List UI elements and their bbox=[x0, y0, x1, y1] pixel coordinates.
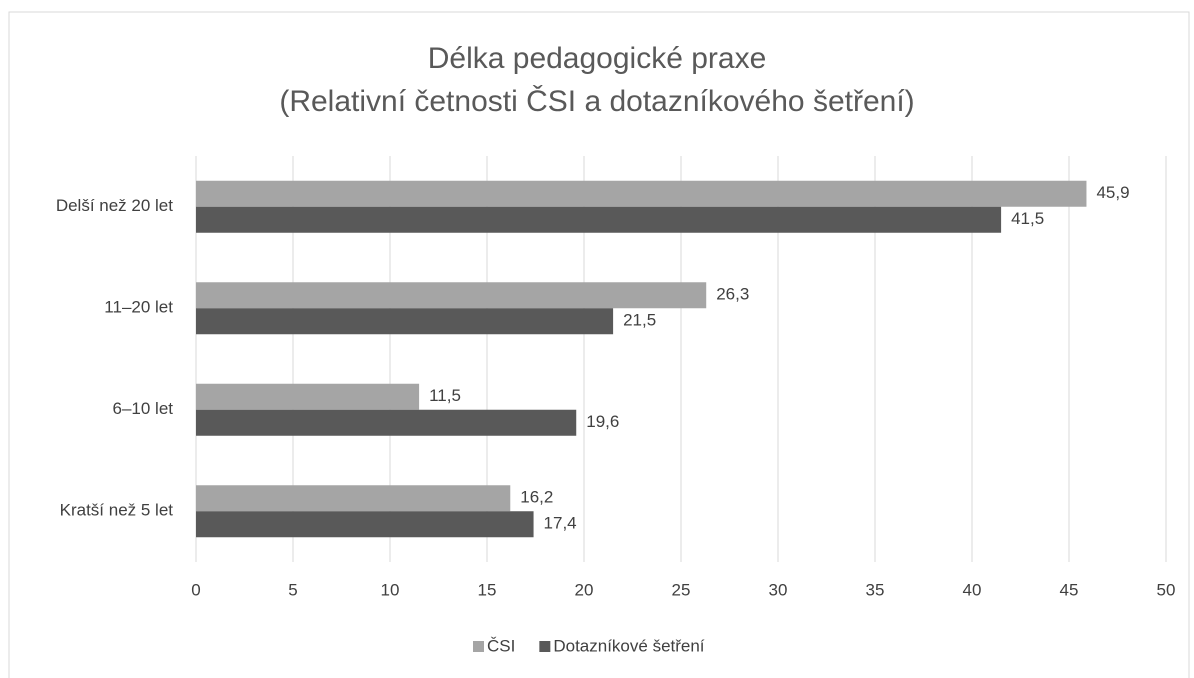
legend-label: Dotazníkové šetření bbox=[553, 636, 704, 655]
bar bbox=[196, 485, 511, 512]
data-label: 26,3 bbox=[716, 285, 749, 304]
chart-subtitle: (Relativní četnosti ČSI a dotazníkového … bbox=[279, 84, 914, 118]
y-tick-label: Delší než 20 let bbox=[56, 196, 173, 215]
legend-swatch bbox=[539, 641, 551, 652]
bar bbox=[196, 206, 1002, 233]
data-label: 21,5 bbox=[623, 311, 656, 330]
bar bbox=[196, 282, 707, 309]
bar bbox=[196, 180, 1087, 207]
y-tick-label: 6–10 let bbox=[113, 399, 174, 418]
x-tick-label: 40 bbox=[963, 580, 982, 599]
bar bbox=[196, 409, 577, 436]
data-label: 41,5 bbox=[1011, 209, 1044, 228]
data-label: 16,2 bbox=[520, 488, 553, 507]
legend-swatch bbox=[473, 641, 484, 652]
chart-title: Délka pedagogické praxe bbox=[428, 42, 767, 75]
x-tick-label: 0 bbox=[191, 580, 200, 599]
x-tick-label: 15 bbox=[478, 580, 497, 599]
x-tick-label: 45 bbox=[1060, 580, 1079, 599]
data-label: 45,9 bbox=[1096, 183, 1129, 202]
x-tick-label: 20 bbox=[575, 580, 594, 599]
bar bbox=[196, 511, 534, 538]
x-tick-label: 10 bbox=[381, 580, 400, 599]
data-label: 17,4 bbox=[544, 514, 577, 533]
x-tick-label: 35 bbox=[866, 580, 885, 599]
bar bbox=[196, 383, 420, 410]
x-tick-label: 5 bbox=[288, 580, 297, 599]
x-tick-label: 50 bbox=[1157, 580, 1176, 599]
x-tick-label: 25 bbox=[672, 580, 691, 599]
y-tick-label: 11–20 let bbox=[104, 298, 173, 317]
bar bbox=[196, 308, 614, 335]
data-label: 19,6 bbox=[586, 412, 619, 431]
x-tick-label: 30 bbox=[769, 580, 788, 599]
y-tick-label: Kratší než 5 let bbox=[60, 501, 174, 520]
chart-frame bbox=[8, 11, 1190, 678]
data-label: 11,5 bbox=[429, 386, 461, 405]
legend-label: ČSI bbox=[487, 636, 515, 655]
